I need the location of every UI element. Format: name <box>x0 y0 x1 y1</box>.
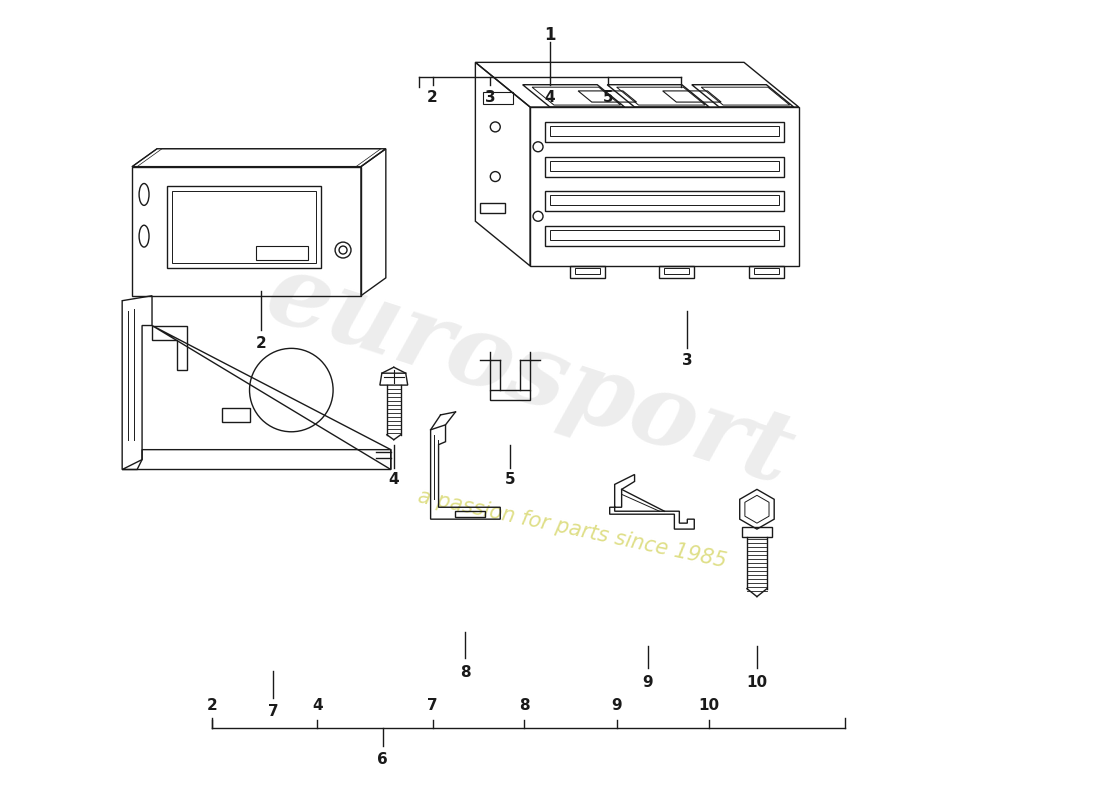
Text: 4: 4 <box>388 472 399 487</box>
Text: a passion for parts since 1985: a passion for parts since 1985 <box>416 486 728 572</box>
Text: eurosport: eurosport <box>255 245 805 506</box>
Text: 8: 8 <box>460 665 471 679</box>
Text: 9: 9 <box>612 698 621 714</box>
Text: 3: 3 <box>682 353 693 368</box>
Text: 4: 4 <box>312 698 322 714</box>
Text: 7: 7 <box>268 704 278 719</box>
Text: 10: 10 <box>747 674 768 690</box>
Text: 5: 5 <box>603 90 613 105</box>
Text: 2: 2 <box>256 336 267 351</box>
Text: 2: 2 <box>427 90 438 105</box>
Text: 10: 10 <box>698 698 719 714</box>
Text: 1: 1 <box>544 26 556 43</box>
Text: 8: 8 <box>519 698 529 714</box>
Text: 2: 2 <box>207 698 217 714</box>
Text: 5: 5 <box>505 472 516 487</box>
Text: 4: 4 <box>544 90 556 105</box>
Text: 7: 7 <box>427 698 438 714</box>
Text: 9: 9 <box>642 674 652 690</box>
Text: 3: 3 <box>485 90 496 105</box>
Text: 6: 6 <box>377 752 388 767</box>
